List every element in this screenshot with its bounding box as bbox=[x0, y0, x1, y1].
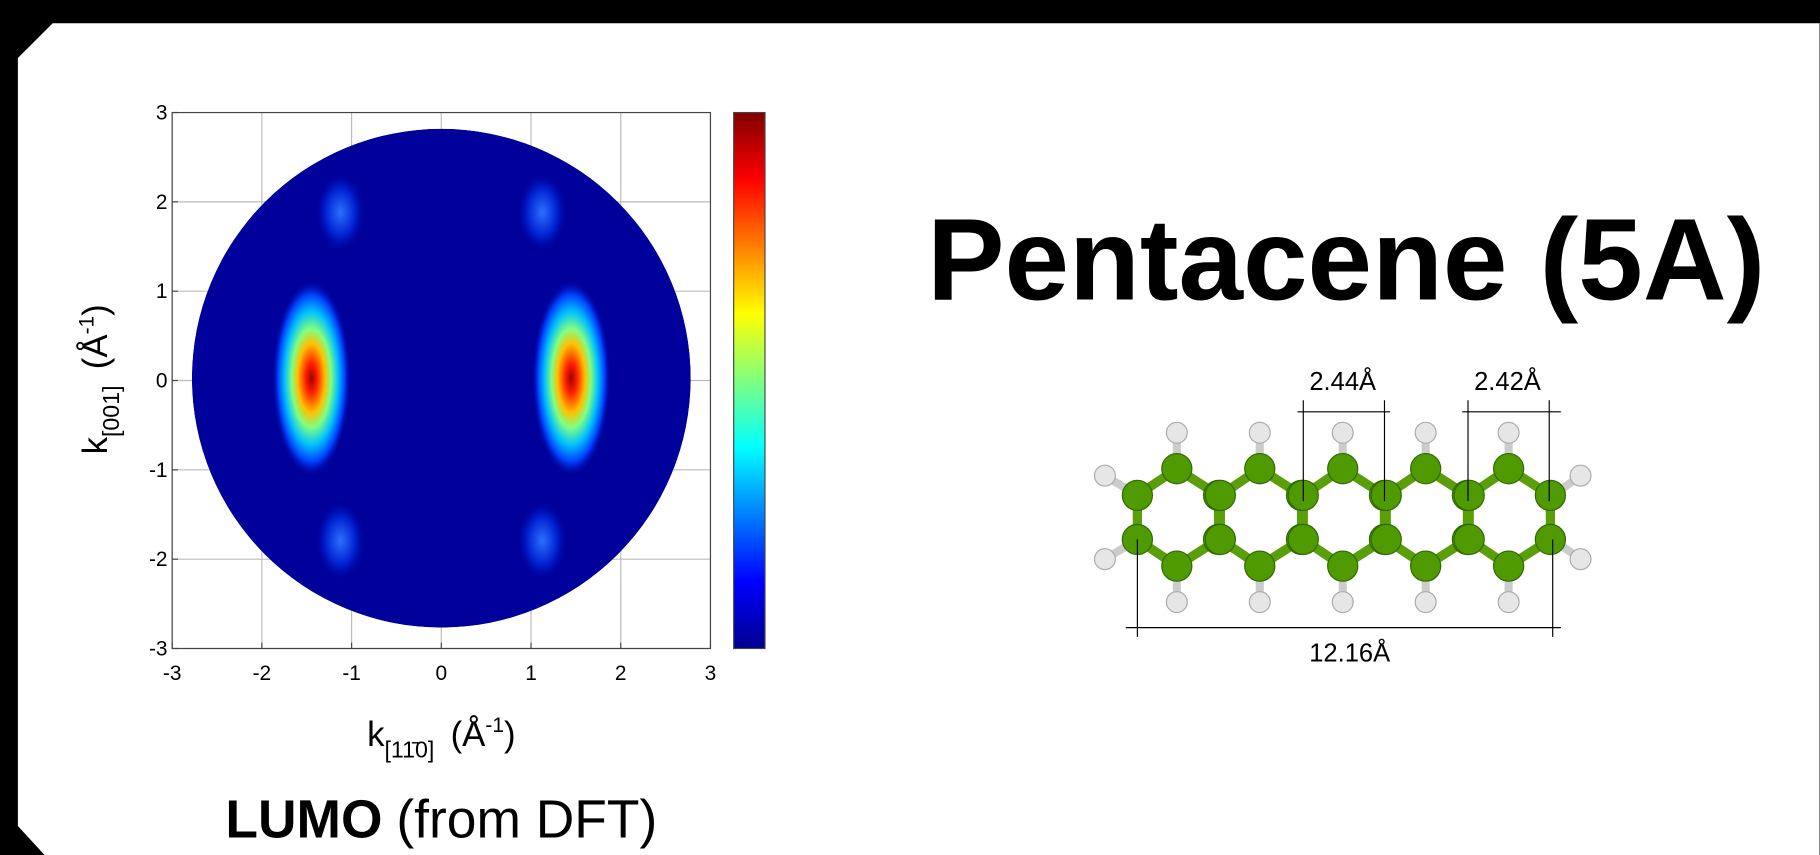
y-tick-label: -1 bbox=[149, 459, 168, 482]
y-tick-label: 3 bbox=[156, 101, 168, 124]
carbon-atom bbox=[1245, 454, 1275, 484]
carbon-atom bbox=[1535, 480, 1565, 510]
hydrogen-atom bbox=[1570, 549, 1591, 570]
hydrogen-atom bbox=[1570, 465, 1591, 486]
dimension-label: 2.44Å bbox=[1309, 366, 1376, 396]
y-label-close: ) bbox=[76, 304, 115, 316]
x-tick-label: -1 bbox=[342, 662, 361, 685]
y-tick-label: -2 bbox=[149, 548, 168, 571]
hydrogen-atom bbox=[1332, 592, 1353, 613]
carbon-atom bbox=[1535, 524, 1565, 554]
caption-bold: LUMO bbox=[225, 791, 382, 850]
carbon-atom bbox=[1122, 480, 1152, 510]
hydrogen-atom bbox=[1094, 465, 1115, 486]
slide: Pentacene (5A) -3-2-10123-3-2-10123 k[11… bbox=[0, 0, 1820, 855]
hydrogen-atom bbox=[1415, 592, 1436, 613]
carbon-atom bbox=[1205, 480, 1235, 510]
y-label-subscript: [001] bbox=[98, 385, 124, 437]
x-tick-label: 0 bbox=[436, 662, 448, 685]
dimension-label: 2.42Å bbox=[1474, 366, 1541, 396]
x-label-sup: -1 bbox=[485, 714, 504, 737]
hydrogen-atom bbox=[1249, 422, 1270, 443]
x-label-symbol: k bbox=[367, 715, 385, 754]
y-label-symbol: k bbox=[76, 436, 115, 454]
hydrogen-atom bbox=[1498, 592, 1519, 613]
carbon-atom bbox=[1371, 524, 1401, 554]
x-label-subscript: [11̄0] bbox=[384, 737, 434, 763]
slide-title: Pentacene (5A) bbox=[927, 194, 1765, 324]
y-tick-label: 2 bbox=[156, 191, 168, 214]
carbon-atom bbox=[1411, 454, 1441, 484]
carbon-atom bbox=[1494, 551, 1524, 581]
y-tick-label: 1 bbox=[156, 280, 168, 303]
x-tick-label: 2 bbox=[615, 662, 627, 685]
carbon-atom bbox=[1162, 551, 1192, 581]
heatmap bbox=[192, 129, 691, 628]
carbon-atom bbox=[1245, 551, 1275, 581]
x-tick-label: 3 bbox=[705, 662, 717, 685]
hydrogen-atom bbox=[1415, 422, 1436, 443]
hydrogen-atom bbox=[1498, 422, 1519, 443]
caption: LUMO(from DFT) bbox=[225, 791, 657, 850]
hydrogen-atom bbox=[1249, 592, 1270, 613]
hydrogen-atom bbox=[1332, 422, 1353, 443]
carbon-atom bbox=[1205, 524, 1235, 554]
x-label-unit: (Å bbox=[451, 715, 487, 754]
carbon-atom bbox=[1454, 524, 1484, 554]
hydrogen-atom bbox=[1166, 422, 1187, 443]
carbon-atom bbox=[1288, 524, 1318, 554]
x-tick-label: -2 bbox=[253, 662, 272, 685]
y-label-unit: (Å bbox=[76, 334, 115, 370]
y-label-sup: -1 bbox=[75, 316, 98, 335]
y-tick-label: -3 bbox=[149, 637, 168, 660]
x-tick-label: 1 bbox=[525, 662, 537, 685]
carbon-atom bbox=[1162, 454, 1192, 484]
carbon-atom bbox=[1328, 454, 1358, 484]
hydrogen-atom bbox=[1094, 549, 1115, 570]
colorbar bbox=[734, 113, 765, 649]
carbon-atom bbox=[1371, 480, 1401, 510]
dimension-label: 12.16Å bbox=[1309, 637, 1390, 667]
y-tick-label: 0 bbox=[156, 369, 168, 392]
caption-rest: (from DFT) bbox=[396, 791, 657, 850]
hydrogen-atom bbox=[1166, 592, 1187, 613]
carbon-atom bbox=[1454, 480, 1484, 510]
x-label-close: ) bbox=[504, 715, 516, 754]
carbon-atom bbox=[1411, 551, 1441, 581]
page: {"title": "Pentacene (5A)", "plot": {"xl… bbox=[0, 0, 1820, 855]
x-tick-label: -3 bbox=[163, 662, 182, 685]
carbon-atom bbox=[1494, 454, 1524, 484]
carbon-atom bbox=[1328, 551, 1358, 581]
